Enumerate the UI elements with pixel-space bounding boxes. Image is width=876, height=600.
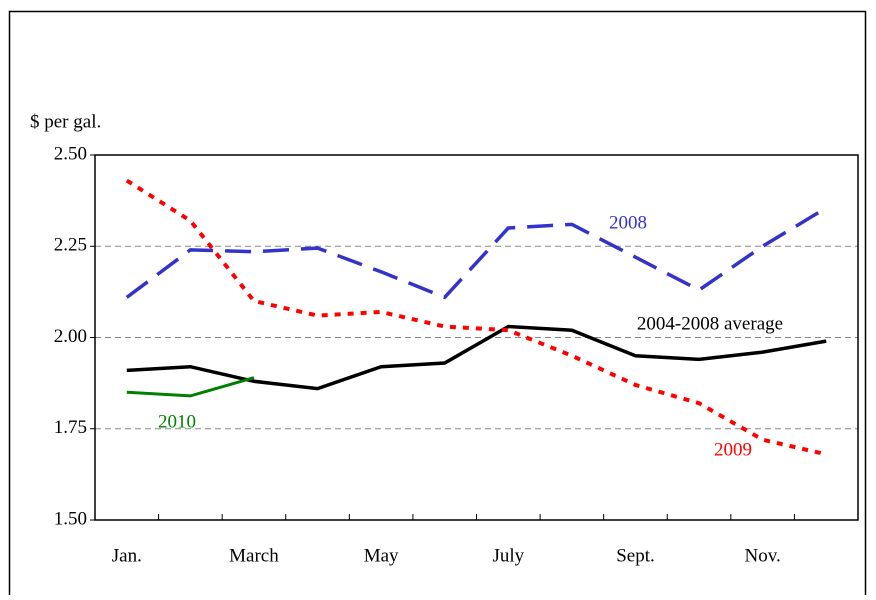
- y-tick-label: 1.50: [54, 508, 87, 529]
- series-line: [126, 324, 827, 391]
- series-line: [125, 178, 827, 457]
- series-line: [126, 376, 255, 398]
- x-tick-label: July: [492, 545, 524, 566]
- x-tick-label: March: [229, 545, 279, 566]
- plot-area: [94, 154, 859, 521]
- series-line: [125, 206, 828, 300]
- series-label: 2004-2008 average: [637, 313, 783, 334]
- x-tick-label: Jan.: [112, 545, 142, 566]
- series-label: 2010: [158, 411, 196, 432]
- series-label: 2008: [609, 212, 647, 233]
- series-label: 2009: [714, 439, 752, 460]
- y-tick-label: 2.50: [54, 143, 87, 164]
- x-tick-label: Sept.: [616, 545, 655, 566]
- y-axis-label: $ per gal.: [30, 111, 101, 132]
- y-tick-label: 1.75: [54, 417, 87, 438]
- frame: [8, 10, 867, 600]
- x-tick-label: Nov.: [745, 545, 781, 566]
- y-tick-label: 2.00: [54, 326, 87, 347]
- x-tick-label: May: [364, 545, 399, 566]
- y-tick-label: 2.25: [54, 235, 87, 256]
